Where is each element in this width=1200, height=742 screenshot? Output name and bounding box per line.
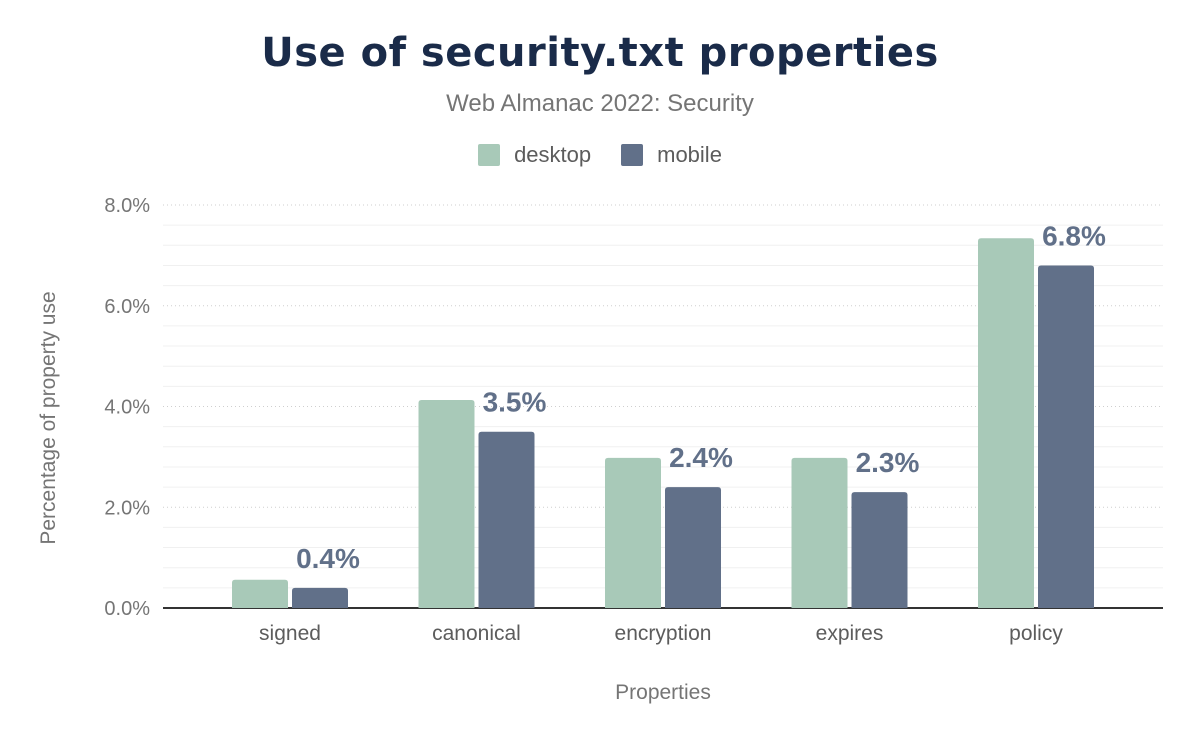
bar-desktop-encryption bbox=[605, 457, 661, 608]
legend-swatch-desktop bbox=[478, 144, 501, 166]
legend: desktop mobile bbox=[0, 142, 1200, 168]
data-label-expires: 2.3% bbox=[856, 447, 920, 478]
y-axis-title: Percentage of property use bbox=[37, 291, 60, 544]
bar-mobile-expires bbox=[851, 492, 908, 608]
legend-item-mobile[interactable]: mobile bbox=[621, 142, 722, 168]
x-tick-label: policy bbox=[1009, 622, 1063, 645]
chart-title: Use of security.txt properties bbox=[261, 30, 939, 76]
x-tick-label: expires bbox=[816, 622, 884, 645]
y-tick-label: 0.0% bbox=[104, 598, 150, 620]
data-label-encryption: 2.4% bbox=[669, 442, 733, 473]
y-tick-label: 6.0% bbox=[104, 296, 150, 318]
x-tick-label: canonical bbox=[432, 622, 521, 645]
bar-desktop-canonical bbox=[418, 399, 475, 608]
bar-mobile-encryption bbox=[665, 487, 721, 608]
x-axis-title: Properties bbox=[615, 681, 711, 704]
y-tick-label: 8.0% bbox=[104, 195, 150, 217]
bar-mobile-policy bbox=[1038, 265, 1094, 608]
bar-desktop-expires bbox=[791, 457, 848, 608]
data-label-canonical: 3.5% bbox=[483, 387, 547, 418]
data-label-policy: 6.8% bbox=[1042, 220, 1106, 251]
bar-mobile-signed bbox=[292, 587, 348, 608]
legend-label-mobile: mobile bbox=[657, 142, 722, 167]
legend-item-desktop[interactable]: desktop bbox=[478, 142, 591, 168]
legend-swatch-mobile bbox=[621, 144, 644, 166]
bar-desktop-signed bbox=[232, 579, 288, 608]
y-tick-label: 2.0% bbox=[104, 497, 150, 519]
bar-desktop-policy bbox=[978, 238, 1034, 608]
legend-label-desktop: desktop bbox=[514, 142, 592, 167]
x-tick-label: encryption bbox=[615, 622, 712, 645]
x-tick-label: signed bbox=[259, 622, 321, 645]
data-label-signed: 0.4% bbox=[296, 543, 360, 574]
chart-subtitle: Web Almanac 2022: Security bbox=[446, 90, 754, 117]
bar-mobile-canonical bbox=[478, 431, 535, 608]
y-tick-label: 4.0% bbox=[104, 397, 150, 419]
